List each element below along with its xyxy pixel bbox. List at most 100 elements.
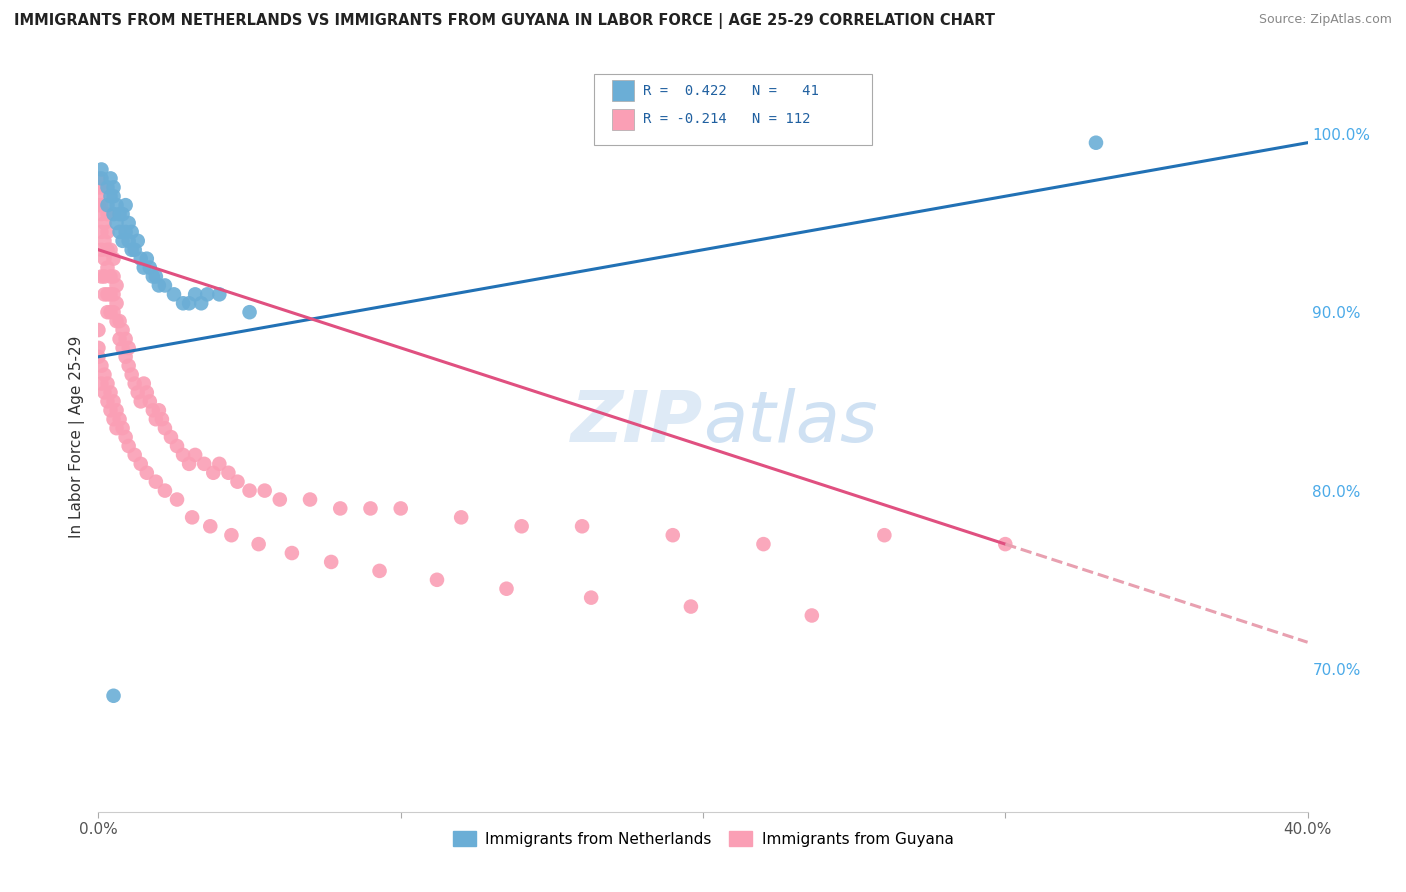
- Text: R = -0.214   N = 112: R = -0.214 N = 112: [643, 112, 810, 127]
- Point: [142, 269, 165, 284]
- Point: [108, 207, 131, 221]
- Point: [87, 180, 110, 194]
- Point: [103, 207, 125, 221]
- Point: [269, 492, 291, 507]
- Point: [124, 448, 146, 462]
- Point: [103, 287, 125, 301]
- Point: [148, 278, 170, 293]
- Point: [96, 207, 118, 221]
- Point: [299, 492, 322, 507]
- Point: [873, 528, 896, 542]
- Point: [329, 501, 352, 516]
- Point: [208, 457, 231, 471]
- Point: [150, 412, 173, 426]
- Point: [121, 368, 143, 382]
- Point: [221, 528, 243, 542]
- Point: [87, 341, 110, 355]
- Point: [111, 234, 134, 248]
- Point: [90, 269, 112, 284]
- Point: [100, 385, 122, 400]
- Point: [145, 269, 167, 284]
- Point: [108, 412, 131, 426]
- Point: [105, 421, 128, 435]
- Point: [121, 225, 143, 239]
- Point: [160, 430, 183, 444]
- Point: [87, 350, 110, 364]
- Point: [87, 189, 110, 203]
- Point: [114, 225, 136, 239]
- FancyBboxPatch shape: [595, 74, 872, 145]
- Point: [127, 385, 149, 400]
- Point: [111, 323, 134, 337]
- Point: [90, 171, 112, 186]
- Point: [100, 171, 122, 186]
- Point: [153, 483, 176, 498]
- Point: [148, 403, 170, 417]
- Point: [114, 332, 136, 346]
- Point: [90, 225, 112, 239]
- Point: [103, 305, 125, 319]
- Point: [103, 269, 125, 284]
- Point: [118, 234, 141, 248]
- Point: [100, 403, 122, 417]
- Point: [994, 537, 1017, 551]
- Point: [118, 359, 141, 373]
- Point: [96, 180, 118, 194]
- Point: [1085, 136, 1108, 150]
- Point: [142, 403, 165, 417]
- Point: [145, 475, 167, 489]
- Point: [127, 234, 149, 248]
- Point: [87, 323, 110, 337]
- Point: [132, 260, 155, 275]
- Point: [90, 207, 112, 221]
- Point: [103, 394, 125, 409]
- Point: [111, 421, 134, 435]
- Point: [87, 171, 110, 186]
- Point: [100, 305, 122, 319]
- Point: [571, 519, 593, 533]
- Point: [368, 564, 391, 578]
- Point: [96, 394, 118, 409]
- Point: [96, 198, 118, 212]
- Point: [135, 252, 157, 266]
- Point: [195, 287, 218, 301]
- Point: [96, 243, 118, 257]
- Point: [90, 198, 112, 212]
- Point: [389, 501, 412, 516]
- Point: [93, 216, 115, 230]
- Point: [124, 376, 146, 391]
- Point: [153, 278, 176, 293]
- Point: [181, 510, 204, 524]
- Point: [163, 287, 186, 301]
- Point: [752, 537, 775, 551]
- Point: [239, 483, 262, 498]
- Point: [114, 198, 136, 212]
- FancyBboxPatch shape: [613, 80, 634, 102]
- Point: [105, 198, 128, 212]
- Point: [226, 475, 249, 489]
- Point: [800, 608, 823, 623]
- Point: [108, 314, 131, 328]
- Point: [121, 243, 143, 257]
- Point: [200, 519, 222, 533]
- Text: Source: ZipAtlas.com: Source: ZipAtlas.com: [1258, 13, 1392, 27]
- Point: [579, 591, 602, 605]
- Point: [93, 385, 115, 400]
- Point: [450, 510, 472, 524]
- Point: [124, 243, 146, 257]
- Point: [661, 528, 683, 542]
- Point: [108, 225, 131, 239]
- Point: [132, 376, 155, 391]
- Point: [100, 189, 122, 203]
- Point: [96, 260, 118, 275]
- Point: [111, 207, 134, 221]
- Point: [100, 287, 122, 301]
- Text: IMMIGRANTS FROM NETHERLANDS VS IMMIGRANTS FROM GUYANA IN LABOR FORCE | AGE 25-29: IMMIGRANTS FROM NETHERLANDS VS IMMIGRANT…: [14, 13, 995, 29]
- Point: [139, 260, 162, 275]
- Point: [105, 278, 128, 293]
- Point: [118, 341, 141, 355]
- Point: [87, 198, 110, 212]
- Point: [114, 430, 136, 444]
- Point: [193, 457, 215, 471]
- Point: [202, 466, 225, 480]
